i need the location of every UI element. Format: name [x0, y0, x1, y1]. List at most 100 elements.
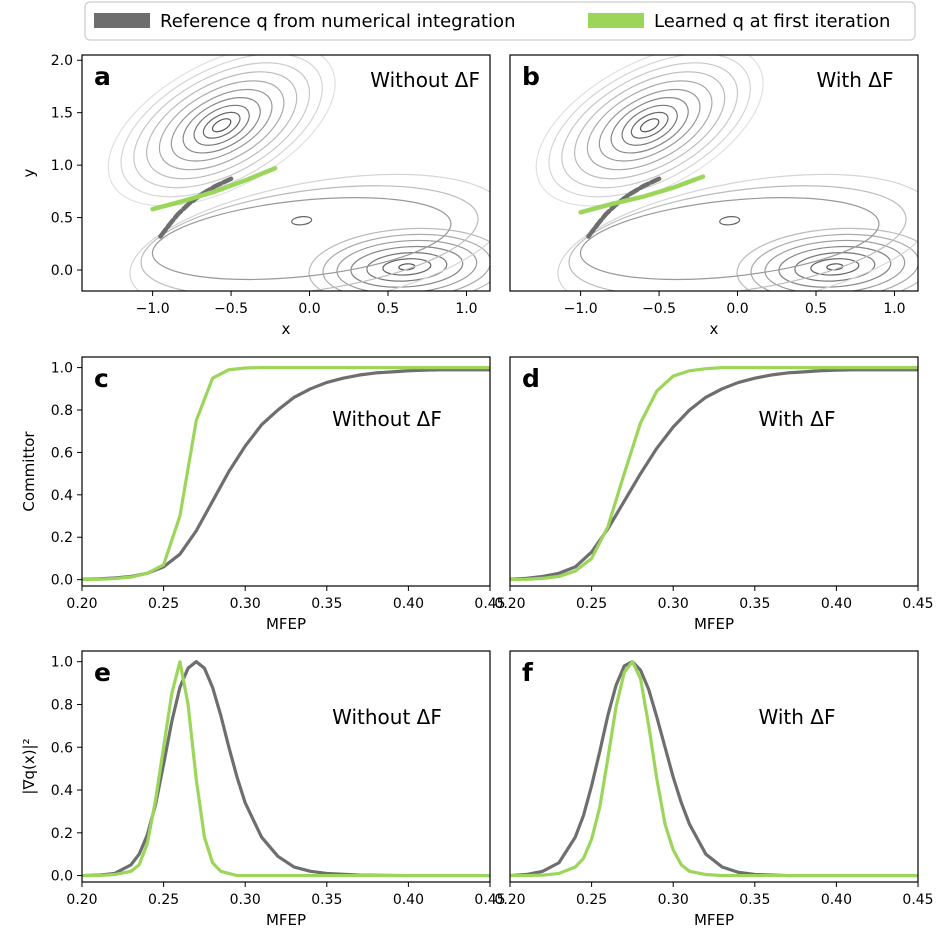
axes-frame	[81, 356, 491, 587]
contour-level	[211, 118, 232, 133]
axes-frame	[509, 356, 919, 587]
plot-area	[82, 366, 490, 582]
plot-area	[510, 366, 918, 582]
x-tick-label: 0.20	[494, 596, 525, 612]
x-tick-label: 0.35	[739, 596, 770, 612]
legend: Reference q from numerical integration L…	[84, 1, 916, 41]
x-tick-label: 0.45	[902, 892, 933, 908]
contour-level	[366, 252, 448, 282]
y-tick-label: 0.5	[51, 211, 73, 227]
contour-level	[146, 71, 298, 180]
y-tick-label: 1.0	[51, 158, 73, 174]
x-tick-label: 0.35	[311, 892, 342, 908]
x-tick-label: 0.30	[658, 892, 689, 908]
y-tick-label: 1.0	[51, 655, 73, 671]
plot-area	[107, 55, 490, 291]
contour-level	[736, 227, 918, 291]
panel-letter: f	[522, 658, 534, 687]
panel-letter: d	[522, 364, 540, 393]
x-tick-label: 0.25	[576, 892, 607, 908]
contour-level	[794, 252, 876, 282]
x-axis-label: MFEP	[694, 911, 734, 929]
reference-line	[510, 660, 918, 878]
x-tick-label: 0.0	[726, 301, 748, 317]
x-tick-label: 0.25	[576, 596, 607, 612]
contour-band	[568, 185, 907, 291]
contour-level	[182, 96, 261, 154]
x-tick-label: 0.5	[805, 301, 827, 317]
panel-annotation: With ΔF	[759, 407, 836, 431]
x-tick-label: 0.20	[494, 892, 525, 908]
x-tick-label: 0.20	[66, 596, 97, 612]
panel-annotation: With ΔF	[817, 68, 894, 92]
y-tick-label: 0.0	[51, 573, 73, 589]
x-tick-label: 0.40	[821, 892, 852, 908]
axes-frame	[81, 650, 491, 883]
contour-level	[170, 88, 273, 162]
contour-level	[193, 104, 250, 146]
panel-e: 0.20 0.25 0.30 0.35 0.40 0.45 0.0 0.2 0.4 0.6 0.8 1…	[20, 650, 506, 929]
y-tick-label: 0.0	[51, 263, 73, 279]
contour-level	[598, 88, 701, 162]
y-tick-label: 1.0	[51, 361, 73, 377]
legend-swatch-reference	[94, 13, 150, 28]
axes-frame	[509, 54, 919, 292]
plot-area	[82, 660, 490, 878]
panel-letter: e	[94, 658, 111, 687]
legend-label-learned: Learned q at first iteration	[654, 11, 890, 32]
y-tick-label: 0.4	[51, 783, 73, 799]
contour-band	[129, 173, 490, 291]
contour-level	[535, 55, 764, 207]
panel-annotation: Without ΔF	[332, 407, 442, 431]
reference-path	[158, 176, 234, 239]
x-tick-label: 0.25	[148, 892, 179, 908]
contour-level	[639, 118, 660, 133]
axes-frame	[509, 650, 919, 883]
panel-f: 0.20 0.25 0.30 0.35 0.40 0.45 MFEP f With ΔF	[494, 650, 934, 929]
panel-b: −1.0 −0.5 0.0 0.5 1.0 x b With ΔF	[509, 54, 919, 338]
x-tick-label: 0.45	[474, 596, 505, 612]
contour-lines	[535, 55, 918, 291]
plot-area	[510, 660, 918, 878]
x-axis-label: MFEP	[266, 615, 306, 633]
x-tick-label: 0.30	[230, 596, 261, 612]
learned-path	[578, 174, 706, 215]
y-tick-label: 2.0	[51, 53, 73, 69]
x-tick-label: 0.40	[393, 892, 424, 908]
contour-level	[120, 55, 323, 198]
learned-line	[82, 660, 490, 878]
y-tick-label: 0.2	[51, 530, 73, 546]
reference-line	[82, 368, 490, 581]
x-tick-label: −0.5	[642, 301, 676, 317]
contour-level	[750, 233, 918, 291]
learned-line	[510, 366, 918, 582]
learned-line	[510, 660, 918, 878]
panel-annotation: Without ΔF	[332, 705, 442, 729]
x-tick-label: 0.0	[298, 301, 320, 317]
x-tick-label: 0.35	[311, 596, 342, 612]
y-tick-label: 0.6	[51, 740, 73, 756]
panel-letter: b	[522, 62, 540, 91]
panel-letter: c	[94, 364, 109, 393]
y-axis-label: |∇q(x)|²	[20, 738, 38, 794]
panel-c: 0.20 0.25 0.30 0.35 0.40 0.45 0.0 0.2 0.4 0.6 0.8 1…	[20, 356, 506, 633]
contour-band	[557, 173, 918, 291]
x-tick-label: 0.25	[148, 596, 179, 612]
x-tick-label: 0.5	[377, 301, 399, 317]
learned-line	[82, 366, 490, 582]
contour-lines	[107, 55, 490, 291]
contour-level	[810, 258, 860, 276]
contour-level	[719, 216, 741, 226]
plot-area	[535, 55, 918, 291]
y-tick-label: 0.4	[51, 488, 73, 504]
contour-level	[764, 239, 906, 291]
contour-band	[140, 185, 479, 291]
contour-level	[561, 62, 739, 189]
reference-line	[82, 660, 490, 878]
panels: −1.0 −0.5 0.0 0.5 1.0 0.0 0.5 1.0 1.5 2.0 x y a Witho…	[20, 53, 934, 929]
y-tick-label: 0.0	[51, 869, 73, 885]
x-axis-label: x	[710, 320, 719, 338]
contour-level	[778, 245, 892, 288]
legend-frame	[84, 1, 916, 41]
contour-level	[291, 216, 313, 226]
